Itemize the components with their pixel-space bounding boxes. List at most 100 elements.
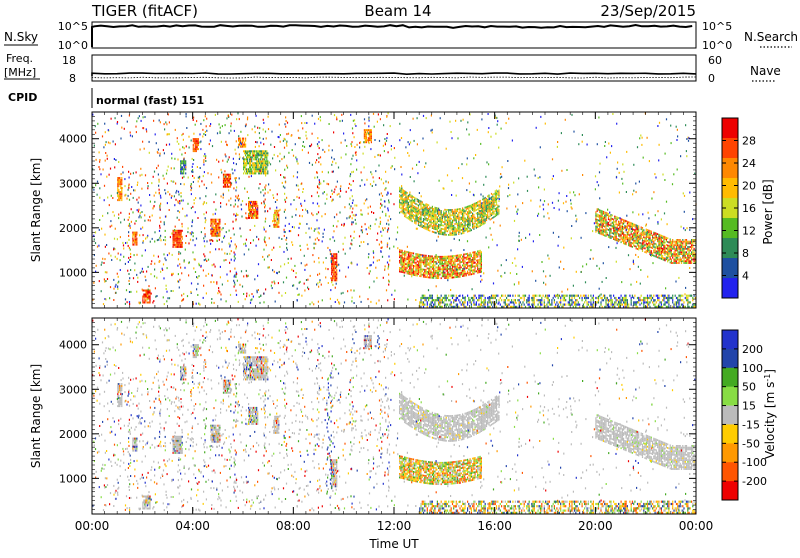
power-cell (432, 227, 433, 229)
power-cell (661, 237, 662, 239)
power-cell (607, 225, 608, 227)
power-cell (646, 236, 647, 238)
power-cell (394, 147, 395, 149)
power-cell (361, 226, 362, 228)
power-cell (434, 265, 435, 267)
power-cell (471, 208, 472, 210)
power-cell (627, 233, 628, 235)
power-cell (412, 203, 413, 205)
power-cell (471, 206, 472, 208)
power-cell (317, 153, 318, 155)
cpid-text: normal (fast) 151 (96, 94, 204, 107)
power-cell (415, 221, 416, 223)
power-cell (429, 266, 430, 268)
power-cell (477, 265, 478, 267)
power-cell (166, 291, 167, 293)
power-cell (265, 210, 266, 212)
power-cell (476, 220, 477, 222)
power-cell (149, 302, 150, 304)
power-cell (303, 141, 304, 143)
power-cell (443, 212, 444, 214)
power-cell (403, 264, 404, 266)
power-cell (255, 207, 256, 209)
power-cell (191, 171, 192, 173)
power-cell (624, 239, 625, 241)
power-cell (490, 201, 491, 203)
power-cell (454, 268, 455, 270)
power-cell (390, 125, 391, 127)
power-cell (651, 240, 652, 242)
power-cell (159, 230, 160, 232)
power-cell (477, 212, 478, 214)
power-cell (353, 171, 354, 173)
power-cell (462, 213, 463, 215)
power-cell (599, 227, 600, 229)
power-cell (662, 235, 663, 237)
power-cell (294, 265, 295, 267)
power-cell (231, 114, 232, 116)
power-cell (102, 258, 103, 260)
power-cell (472, 218, 473, 220)
power-cell (407, 273, 408, 275)
power-cell (608, 217, 609, 219)
power-cell (454, 230, 455, 232)
power-cell (265, 231, 266, 233)
power-cell (477, 259, 478, 261)
power-cell (610, 214, 611, 216)
power-cell (639, 247, 640, 249)
power-cell (97, 194, 98, 196)
power-cell (382, 211, 383, 213)
power-cell (414, 274, 415, 276)
power-cell (414, 215, 415, 217)
power-cell (433, 212, 434, 214)
power-cell (164, 123, 165, 125)
power-cell (190, 232, 191, 234)
power-cell (597, 214, 598, 216)
power-cell (429, 230, 430, 232)
power-cell (497, 212, 498, 214)
power-cell (458, 272, 459, 274)
power-cell (447, 263, 448, 265)
power-cell (483, 223, 484, 225)
power-cell (163, 149, 164, 151)
power-cell (457, 225, 458, 227)
power-cell (410, 212, 411, 214)
power-cell (418, 254, 419, 256)
power-cell (287, 122, 288, 124)
power-cell (110, 168, 111, 170)
power-cell (417, 220, 418, 222)
power-cell (632, 242, 633, 244)
power-cell (149, 290, 150, 292)
power-cell (428, 264, 429, 266)
power-cell (616, 220, 617, 222)
power-cell (127, 242, 128, 244)
power-cell (434, 217, 435, 219)
power-cell (415, 267, 416, 269)
power-cell (638, 243, 639, 245)
power-cell (193, 119, 194, 121)
power-cell (458, 215, 459, 217)
power-cell (284, 193, 285, 195)
power-cell (465, 226, 466, 228)
power-cell (456, 221, 457, 223)
power-cell (336, 255, 337, 257)
power-cell (424, 219, 425, 221)
power-cell (203, 175, 204, 177)
power-cell (633, 232, 634, 234)
power-cell (353, 199, 354, 201)
power-cell (477, 270, 478, 272)
power-cell (224, 252, 225, 254)
power-cell (292, 149, 293, 151)
power-cell (317, 143, 318, 145)
power-cell (417, 275, 418, 277)
power-cell (412, 195, 413, 197)
power-cell (609, 215, 610, 217)
power-cell (220, 127, 221, 129)
power-cell (384, 268, 385, 270)
power-cell (663, 248, 664, 250)
power-cell (415, 257, 416, 259)
power-cell (595, 215, 596, 217)
power-cell (243, 293, 244, 295)
power-cell (638, 238, 639, 240)
power-cell (461, 229, 462, 231)
